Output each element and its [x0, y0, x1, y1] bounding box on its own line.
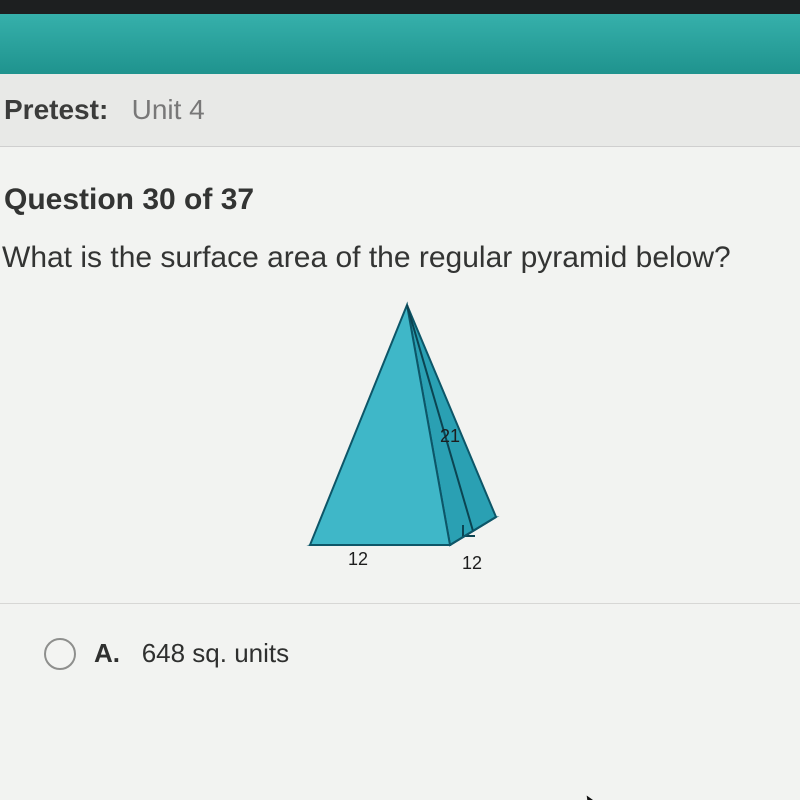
- answer-a-label: A. 648 sq. units: [94, 638, 289, 669]
- question-number: Question 30 of 37: [4, 183, 800, 217]
- pretest-label: Pretest:: [4, 94, 108, 125]
- mouse-cursor-icon: [586, 793, 613, 800]
- screen: Pretest: Unit 4 Question 30 of 37 What i…: [0, 0, 800, 800]
- label-slant-height: 21: [440, 426, 460, 446]
- device-bezel-top: [0, 0, 800, 14]
- app-top-bar: [0, 14, 800, 74]
- question-text: What is the surface area of the regular …: [2, 239, 800, 277]
- question-content: Question 30 of 37 What is the surface ar…: [0, 147, 800, 800]
- label-base-left: 12: [348, 549, 368, 569]
- figure-container: 21 12 12: [0, 287, 800, 577]
- pretest-unit: Unit 4: [132, 94, 205, 125]
- pretest-title: Pretest: Unit 4: [0, 94, 205, 126]
- label-base-front: 12: [462, 553, 482, 573]
- radio-a[interactable]: [44, 638, 76, 670]
- answer-a-letter: A.: [94, 638, 120, 668]
- pyramid-figure: 21 12 12: [240, 287, 560, 577]
- answer-a-text: 648 sq. units: [142, 638, 289, 668]
- answer-option-a[interactable]: A. 648 sq. units: [44, 638, 800, 670]
- answers-divider: [0, 603, 800, 604]
- pyramid-front-face: [310, 305, 450, 545]
- pretest-header: Pretest: Unit 4: [0, 74, 800, 147]
